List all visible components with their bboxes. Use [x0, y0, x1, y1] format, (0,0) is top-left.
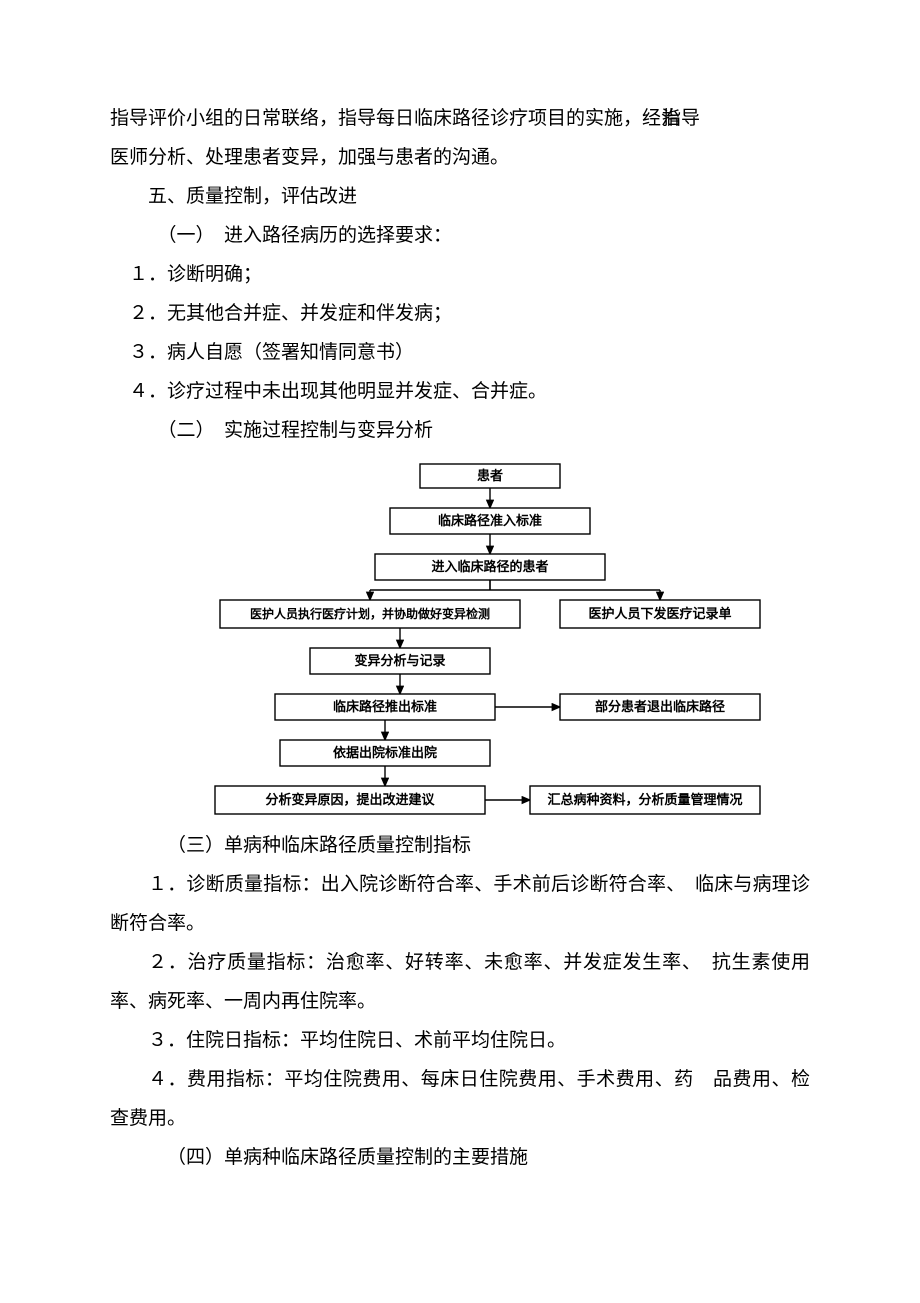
list-item: ２．无其他合并症、并发症和伴发病； — [110, 295, 810, 334]
flow-node-label: 部分患者退出临床路径 — [595, 699, 725, 714]
flow-node-label: 分析变异原因，提出改进建议 — [265, 792, 435, 807]
text-margin-note: 指导 — [662, 100, 700, 139]
flow-node-label: 临床路径准入标准 — [438, 513, 542, 528]
text: 指导评价小组的日常联络，指导每日临床路径诊疗项目的实施，经治 — [110, 108, 680, 129]
flow-node-label: 变异分析与记录 — [354, 653, 445, 668]
list-item: １．诊断明确； — [110, 256, 810, 295]
flow-node-label: 临床路径推出标准 — [333, 699, 437, 714]
flowchart: 患者临床路径准入标准进入临床路径的患者医护人员执行医疗计划，并协助做好变异检测 医… — [160, 456, 760, 821]
paragraph: 指导评价小组的日常联络，指导每日临床路径诊疗项目的实施，经治 指导 — [110, 100, 810, 139]
flow-node-label: 医护人员下发医疗记录单 — [588, 606, 731, 621]
flow-node-label: 依据出院标准出院 — [333, 745, 437, 760]
list-item: ２．治疗质量指标：治愈率、好转率、未愈率、并发症发生率、 抗生素使用率、病死率、… — [110, 944, 810, 1022]
list-item: １．诊断质量指标：出入院诊断符合率、手术前后诊断符合率、 临床与病理诊断符合率。 — [110, 866, 810, 944]
document-page: 指导评价小组的日常联络，指导每日临床路径诊疗项目的实施，经治 指导 医师分析、处… — [0, 0, 920, 1303]
heading-5: 五、质量控制，评估改进 — [110, 178, 810, 217]
paragraph: 医师分析、处理患者变异，加强与患者的沟通。 — [110, 139, 810, 178]
subheading-4: （四）单病种临床路径质量控制的主要措施 — [110, 1139, 810, 1178]
list-item: ３．病人自愿（签署知情同意书） — [110, 334, 810, 373]
subheading-3: （三）单病种临床路径质量控制指标 — [110, 827, 810, 866]
subheading-2: （二） 实施过程控制与变异分析 — [110, 412, 810, 451]
flow-node-label: 患者 — [477, 468, 503, 483]
flow-node-label: 汇总病种资料，分析质量管理情况 — [547, 792, 742, 807]
list-item: ４．诊疗过程中未出现其他明显并发症、合并症。 — [110, 373, 810, 412]
subheading-1: （一） 进入路径病历的选择要求： — [110, 217, 810, 256]
flow-node-label: 进入临床路径的患者 — [431, 559, 548, 574]
flow-node-label: 医护人员执行医疗计划，并协助做好变异检测 — [250, 606, 490, 621]
flowchart-svg: 患者临床路径准入标准进入临床路径的患者医护人员执行医疗计划，并协助做好变异检测 医… — [160, 456, 780, 821]
list-item: ４．费用指标：平均住院费用、每床日住院费用、手术费用、药 品费用、检查费用。 — [110, 1061, 810, 1139]
list-item: ３．住院日指标：平均住院日、术前平均住院日。 — [110, 1022, 810, 1061]
